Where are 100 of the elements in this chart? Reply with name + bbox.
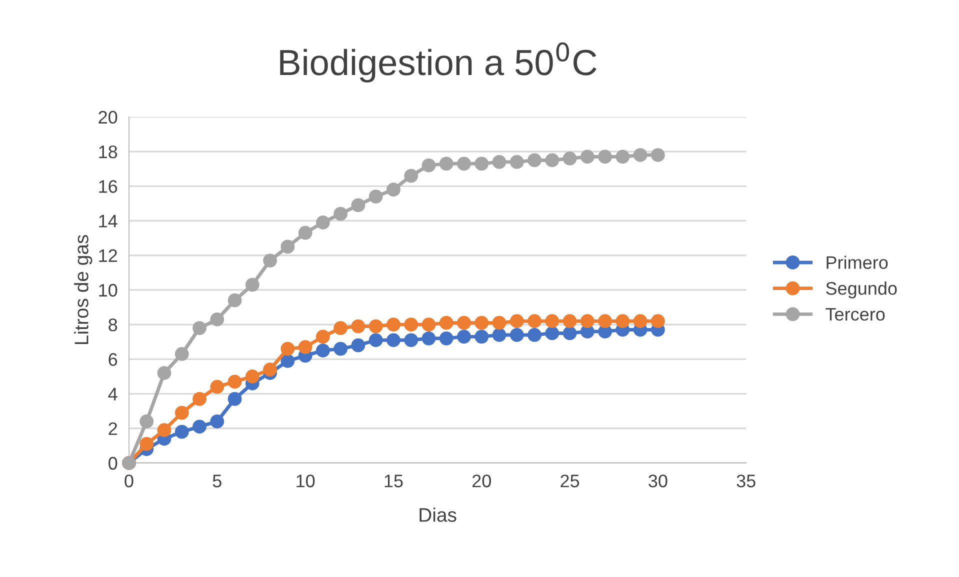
point (439, 316, 454, 330)
point (598, 314, 612, 328)
point (263, 362, 277, 376)
point (474, 156, 489, 171)
point (633, 314, 648, 328)
point (510, 154, 524, 169)
y-tick-label: 4 (108, 388, 118, 400)
y-tick-label: 16 (99, 180, 118, 193)
point (386, 182, 400, 197)
point (562, 326, 577, 340)
point (368, 333, 383, 348)
y-tick-label: 6 (108, 353, 118, 366)
point (192, 321, 206, 335)
point (651, 314, 665, 328)
point (492, 316, 506, 330)
point (334, 206, 348, 221)
point (580, 314, 594, 328)
legend-label: Segundo (826, 282, 897, 298)
point (510, 328, 524, 342)
point (545, 153, 560, 168)
point (192, 392, 206, 406)
x-tick-label: 35 (736, 474, 756, 488)
point (651, 148, 665, 162)
point (598, 150, 612, 164)
point (334, 321, 348, 335)
legend-label: Primero (826, 256, 888, 269)
chart-title: Biodigestion a 50$^{0}$C (280, 42, 596, 83)
point (616, 150, 630, 164)
point (404, 318, 418, 332)
point (404, 333, 418, 348)
point (404, 168, 418, 183)
point (298, 340, 312, 354)
point (174, 406, 189, 420)
point (174, 347, 189, 361)
point (228, 293, 242, 308)
point (633, 148, 648, 162)
point (616, 314, 630, 328)
point (528, 153, 542, 168)
x-tick-label: 20 (472, 474, 491, 488)
point (280, 342, 295, 356)
point (157, 423, 172, 438)
point (422, 331, 436, 346)
point (545, 314, 560, 328)
point (245, 278, 260, 292)
point (140, 414, 154, 428)
point (157, 366, 172, 380)
point (457, 156, 471, 171)
point (174, 424, 189, 439)
point (245, 370, 260, 384)
point (457, 316, 471, 330)
y-tick-label: 14 (99, 214, 118, 228)
point (474, 330, 489, 344)
point (422, 318, 436, 332)
point (316, 330, 330, 344)
x-tick-label: 15 (384, 474, 403, 488)
point (545, 326, 560, 340)
point (210, 312, 224, 326)
y-axis-title: Litros de gas (74, 235, 92, 344)
y-tick-label: 10 (99, 284, 118, 297)
point (263, 254, 277, 268)
point (562, 152, 577, 166)
y-tick-label: 20 (98, 110, 118, 124)
point (580, 150, 594, 164)
x-tick-label: 0 (124, 474, 134, 488)
point (192, 420, 206, 434)
point (386, 318, 400, 332)
point (228, 374, 242, 389)
point (351, 198, 366, 212)
point (228, 392, 242, 406)
y-tick-label: 2 (108, 422, 117, 435)
legend-label: Tercero (826, 308, 885, 321)
point (210, 414, 224, 428)
point (510, 314, 524, 328)
x-tick-label: 5 (212, 474, 222, 488)
point (439, 331, 454, 346)
point (210, 380, 224, 394)
y-tick-label: 8 (108, 318, 118, 332)
y-tick-label: 18 (99, 145, 118, 158)
x-tick-label: 10 (296, 474, 315, 488)
y-tick-label: 0 (108, 456, 118, 470)
point (280, 240, 295, 254)
point (474, 316, 489, 330)
point (528, 314, 542, 328)
point (439, 156, 454, 171)
point (316, 344, 330, 358)
x-tick-label: 30 (648, 474, 668, 488)
point (422, 158, 436, 172)
y-tick-label: 12 (99, 249, 117, 262)
point (562, 314, 577, 328)
point (368, 319, 383, 334)
point (334, 342, 348, 356)
x-tick-label: 25 (560, 474, 580, 488)
point (528, 328, 542, 342)
point (351, 319, 366, 334)
point (298, 226, 312, 240)
point (492, 328, 506, 342)
point (351, 338, 366, 352)
point (368, 190, 383, 204)
point (140, 437, 154, 451)
point (316, 216, 330, 230)
